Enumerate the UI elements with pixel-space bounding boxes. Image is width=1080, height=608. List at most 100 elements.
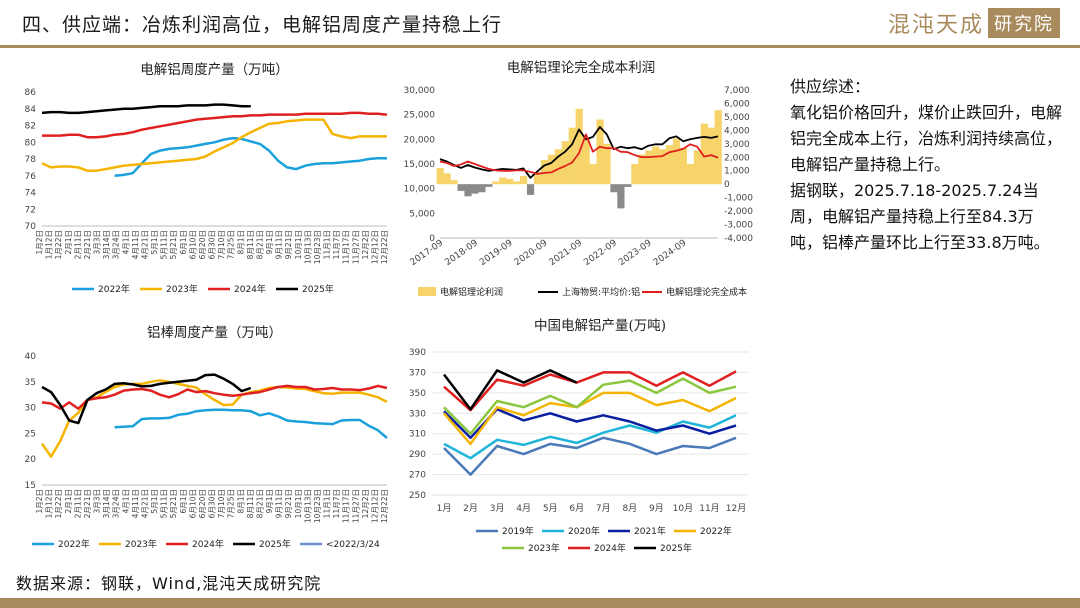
- y-tick-label: 250: [409, 491, 426, 501]
- y-tick-label-left: 15,000: [404, 160, 436, 170]
- y-tick-label: 78: [25, 155, 37, 165]
- x-tick-label: 4月21日: [140, 489, 149, 518]
- profit-bar: [665, 145, 674, 185]
- legend-label: 2025年: [660, 542, 692, 554]
- profit-bar: [471, 184, 479, 194]
- x-tick-label: 5月21日: [169, 489, 178, 518]
- legend-label: 2021年: [634, 525, 666, 537]
- profit-bar: [443, 173, 451, 185]
- profit-bar: [624, 184, 632, 187]
- series-line-2020年: [443, 414, 737, 460]
- x-tick-label: 7月10日: [217, 230, 226, 259]
- profit-bar: [617, 184, 625, 209]
- x-tick-label: 2019-09: [478, 238, 515, 268]
- x-tick-label: 11月27日: [351, 230, 360, 264]
- profit-bar: [679, 147, 688, 185]
- series-line-2022年: [114, 408, 388, 439]
- profit-bar: [499, 177, 507, 185]
- footer-bar: [0, 598, 1080, 608]
- x-tick-label: 2月11日: [73, 489, 82, 518]
- x-tick-label: 11月7日: [332, 489, 341, 518]
- x-tick-label: 5月: [543, 503, 558, 514]
- legend-label: 2023年: [166, 283, 198, 295]
- x-tick-label: 12月12日: [370, 489, 379, 523]
- legend-swatch: [418, 287, 436, 296]
- x-tick-label: 11月: [699, 503, 719, 514]
- series-line-2019年: [443, 436, 737, 476]
- profit-bar: [533, 172, 542, 185]
- profit-bar: [645, 150, 653, 185]
- profit-bar: [554, 149, 562, 185]
- profit-bar: [582, 137, 590, 185]
- y-tick-label: 390: [409, 348, 426, 358]
- series-line-2023年: [40, 379, 388, 458]
- chart-full-cost-profit: 电解铝理论完全成本利润 0 5,000 10,000 15,000 20,000 25,00…: [398, 56, 776, 306]
- series-line-2024年: [42, 111, 388, 139]
- legend-label: 2023年: [528, 542, 560, 554]
- legend-label: 电解铝理论完全成本: [666, 286, 747, 298]
- logo-box: 研究院: [988, 8, 1060, 38]
- legend-label: 电解铝理论利润: [440, 286, 503, 298]
- x-tick-label: 6月20日: [198, 489, 207, 518]
- summary-heading: 供应综述：: [790, 77, 871, 96]
- x-tick-label: 10月23日: [313, 230, 322, 264]
- x-tick-label: 5月1日: [150, 230, 159, 255]
- x-tick-label: 9月21日: [284, 489, 293, 518]
- chart-weekly-al-rod-svg: 铝棒周度产量（万吨） 15 20 25 30 35 40 1月2日 1月12日 1月22日 2月1日…: [25, 325, 389, 550]
- data-source: 数据来源：钢联，Wind,混沌天成研究院: [16, 574, 322, 593]
- profit-bar: [575, 108, 583, 185]
- y-tick-label: 25: [25, 429, 36, 439]
- profit-bar: [714, 110, 722, 185]
- y-tick-label-right: 6,000: [724, 99, 750, 109]
- y-tick-label: 72: [25, 205, 36, 215]
- y-tick-label: 15: [25, 481, 36, 491]
- profit-bar: [436, 168, 444, 185]
- series-line-2024年: [41, 384, 388, 410]
- x-tick-label: 10月: [673, 503, 693, 514]
- chart-title: 铝棒周度产量（万吨）: [147, 325, 282, 341]
- x-tick-label: 2月21日: [83, 230, 92, 259]
- x-tick-label: 6月1日: [179, 489, 188, 514]
- y-tick-label: 370: [409, 368, 426, 378]
- legend-label: 2023年: [125, 538, 157, 550]
- profit-bar: [652, 146, 660, 185]
- series-line-2025年: [41, 373, 252, 425]
- profit-bar: [547, 154, 555, 185]
- x-tick-label: 11月27日: [351, 489, 360, 523]
- profit-bar: [700, 123, 708, 185]
- legend-label: 2025年: [302, 283, 334, 295]
- series-line-2025年: [41, 103, 251, 115]
- x-tick-label: 7月25日: [227, 230, 236, 259]
- profit-bar: [513, 181, 521, 185]
- profit-bar: [631, 164, 639, 185]
- x-tick-label: 1月12日: [45, 230, 54, 259]
- profit-bar: [520, 176, 528, 185]
- legend-label: 上海物贸:平均价:铝: [562, 286, 640, 298]
- profit-bar: [485, 184, 493, 187]
- profit-bar: [693, 150, 701, 185]
- x-tick-label: 12月22日: [380, 230, 389, 264]
- y-tick-label: 80: [25, 138, 37, 148]
- y-tick-label: 74: [25, 189, 37, 199]
- legend-label: <2022/3/24: [326, 540, 380, 550]
- y-tick-label-right: 2,000: [724, 153, 750, 163]
- logo-text: 混沌天成: [887, 13, 984, 38]
- supply-summary: 供应综述： 氧化铝价格回升，煤价止跌回升，电解铝完全成本上行，冶炼利润持续高位，…: [790, 74, 1062, 256]
- y-tick-label: 20: [25, 455, 37, 465]
- series-line-2024年: [443, 370, 737, 412]
- x-tick-label: 2月1日: [64, 489, 73, 514]
- y-tick-label: 330: [409, 409, 426, 419]
- x-tick-label: 10月13日: [303, 230, 312, 264]
- y-tick-label-right: 4,000: [724, 126, 750, 136]
- y-tick-label-right: -2,000: [724, 207, 753, 217]
- chart-full-cost-profit-svg: 电解铝理论完全成本利润 0 5,000 10,000 15,000 20,000 25,00…: [404, 59, 754, 298]
- profit-bar: [672, 138, 681, 185]
- x-tick-label: 9月11日: [275, 489, 284, 518]
- profit-bar: [506, 178, 514, 185]
- legend-label: 2024年: [594, 542, 626, 554]
- legend-label: 2019年: [502, 525, 534, 537]
- chart-title: 中国电解铝产量(万吨): [534, 318, 666, 334]
- series-line-上海物贸:平均价:铝: [439, 126, 719, 179]
- x-tick-label: 8月11日: [246, 489, 255, 518]
- y-tick-label: 86: [25, 88, 37, 98]
